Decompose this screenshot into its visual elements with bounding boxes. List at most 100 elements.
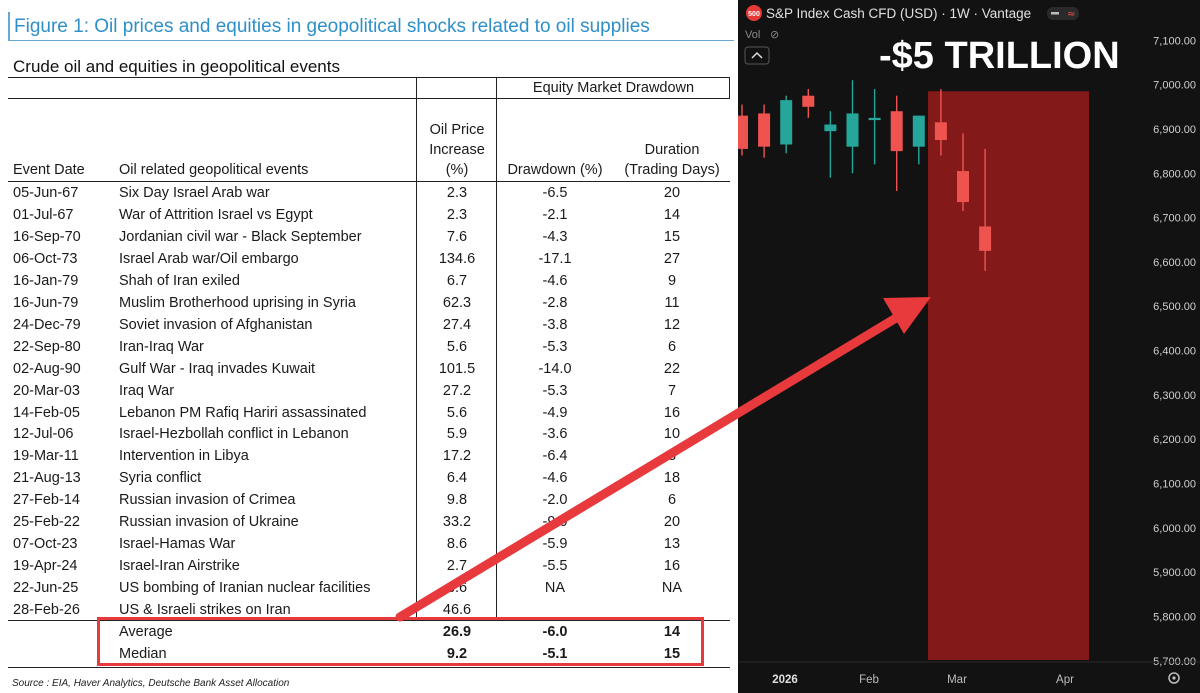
row-date: 27-Feb-14: [13, 492, 80, 509]
settings-gear-center: [1172, 676, 1176, 680]
row-oil-increase: 6.4: [446, 470, 468, 487]
row-event: Iran-Iraq War: [119, 338, 204, 355]
row-event: Muslim Brotherhood uprising in Syria: [119, 294, 356, 311]
candle-body[interactable]: [738, 115, 748, 149]
row-drawdown: NA: [544, 580, 566, 597]
candle-body[interactable]: [957, 171, 969, 203]
table-bottom-rule: [8, 667, 730, 668]
row-drawdown: -4.6: [542, 470, 568, 487]
row-drawdown: -17.1: [538, 250, 572, 267]
row-oil-increase: 2.7: [446, 558, 468, 575]
collapse-button[interactable]: [744, 46, 770, 65]
group-header: Equity Market Drawdown: [532, 80, 695, 96]
row-drawdown: -5.3: [542, 338, 568, 355]
row-duration: 10: [663, 426, 681, 443]
col-header-oil-line2: Increase: [429, 142, 485, 158]
row-event: Shah of Iran exiled: [119, 272, 240, 289]
settings-gear-icon[interactable]: [1168, 672, 1180, 684]
row-duration: NA: [661, 580, 683, 597]
row-oil-increase: 17.2: [442, 448, 472, 465]
row-date: 07-Oct-23: [13, 536, 78, 553]
chevron-up-icon: [751, 51, 763, 59]
candle-body[interactable]: [846, 113, 859, 147]
row-date: 21-Aug-13: [13, 470, 81, 487]
row-date: 16-Sep-70: [13, 228, 81, 245]
row-drawdown: -2.0: [542, 492, 568, 509]
candle-body[interactable]: [802, 95, 815, 107]
y-tick-label: 5,800.00: [1153, 612, 1196, 624]
volume-label: Vol: [745, 29, 760, 41]
row-duration: 16: [663, 404, 681, 421]
y-tick-label: 7,000.00: [1153, 80, 1196, 92]
row-date: 02-Aug-90: [13, 360, 81, 377]
x-tick-label: 2026: [772, 674, 798, 686]
row-date: 06-Oct-73: [13, 250, 78, 267]
chart-title: S&P Index Cash CFD (USD) · 1W · Vantage: [766, 6, 1031, 21]
row-date: 16-Jan-79: [13, 272, 79, 289]
row-event: Soviet invasion of Afghanistan: [119, 316, 313, 333]
row-duration: 18: [663, 470, 681, 487]
row-drawdown: -6.5: [542, 185, 568, 201]
summary-duration: 14: [663, 624, 681, 640]
candle-body[interactable]: [780, 100, 793, 145]
eye-off-icon[interactable]: ⊘: [770, 28, 779, 41]
row-oil-increase: 33.2: [442, 514, 472, 531]
row-oil-increase: 7.6: [446, 228, 468, 245]
candle-body[interactable]: [868, 117, 881, 121]
row-event: Iraq War: [119, 382, 175, 399]
row-event: Jordanian civil war - Black September: [119, 228, 362, 245]
row-oil-increase: 6.7: [446, 272, 468, 289]
row-date: 14-Feb-05: [13, 404, 80, 421]
row-drawdown: -3.6: [542, 426, 568, 443]
row-drawdown: -5.9: [542, 536, 568, 553]
row-date: 28-Feb-26: [13, 602, 80, 619]
row-oil-increase: 5.6: [446, 338, 468, 355]
y-tick-label: 6,300.00: [1153, 390, 1196, 402]
legend-toggle[interactable]: [1047, 7, 1079, 20]
y-tick-label: 5,900.00: [1153, 567, 1196, 579]
row-date: 19-Apr-24: [13, 558, 78, 575]
candle-body[interactable]: [979, 226, 992, 251]
col-header-oil-line1: Oil Price: [429, 122, 485, 138]
candle-body[interactable]: [934, 122, 947, 141]
y-tick-label: 7,100.00: [1153, 35, 1196, 47]
candle-body[interactable]: [890, 111, 903, 152]
summary-highlight-box: [97, 617, 704, 666]
col-header-date: Event Date: [13, 162, 85, 178]
row-event: US & Israeli strikes on Iran: [119, 602, 291, 619]
row-duration: 12: [663, 316, 681, 333]
row-duration: 14: [663, 206, 681, 223]
chart-panel: 7,100.00 7,000.00 6,900.00 6,800.00 6,700.00…: [738, 0, 1200, 693]
row-drawdown: -5.5: [542, 558, 568, 575]
group-header-right-rule: [729, 77, 730, 98]
row-oil-increase: 9.8: [446, 492, 468, 509]
row-drawdown: -2.8: [542, 294, 568, 311]
candle-body[interactable]: [824, 124, 837, 132]
figure-title: Figure 1: Oil prices and equities in geo…: [14, 16, 650, 37]
row-duration: 22: [663, 360, 681, 377]
summary-drawdown: -5.1: [542, 646, 568, 662]
row-duration: 27: [663, 250, 681, 267]
row-oil-increase: 101.5: [438, 360, 476, 377]
row-drawdown: -4.9: [542, 404, 568, 421]
candle-body[interactable]: [758, 113, 771, 147]
row-drawdown: -3.8: [542, 316, 568, 333]
symbol-badge-text: 500: [748, 11, 760, 18]
candlestick-chart[interactable]: 7,100.00 7,000.00 6,900.00 6,800.00 6,700.00…: [738, 0, 1200, 693]
row-duration: 7: [667, 382, 677, 399]
row-oil-increase: 27.2: [442, 382, 472, 399]
header-rule: [8, 98, 730, 99]
row-oil-increase: 27.4: [442, 316, 472, 333]
row-event: Russian invasion of Crimea: [119, 492, 296, 509]
row-duration: 6: [667, 492, 677, 509]
col-header-duration-line1: Duration: [644, 142, 700, 158]
row-oil-increase: 2.3: [446, 206, 468, 223]
y-tick-label: 6,000.00: [1153, 523, 1196, 535]
summary-rule: [8, 620, 730, 621]
row-date: 16-Jun-79: [13, 294, 79, 311]
candle-body[interactable]: [912, 115, 925, 147]
row-drawdown: -9.0: [542, 514, 568, 531]
summary-oil-increase: 9.2: [446, 646, 468, 662]
row-duration: 11: [664, 294, 680, 311]
row-duration: 20: [663, 514, 681, 531]
